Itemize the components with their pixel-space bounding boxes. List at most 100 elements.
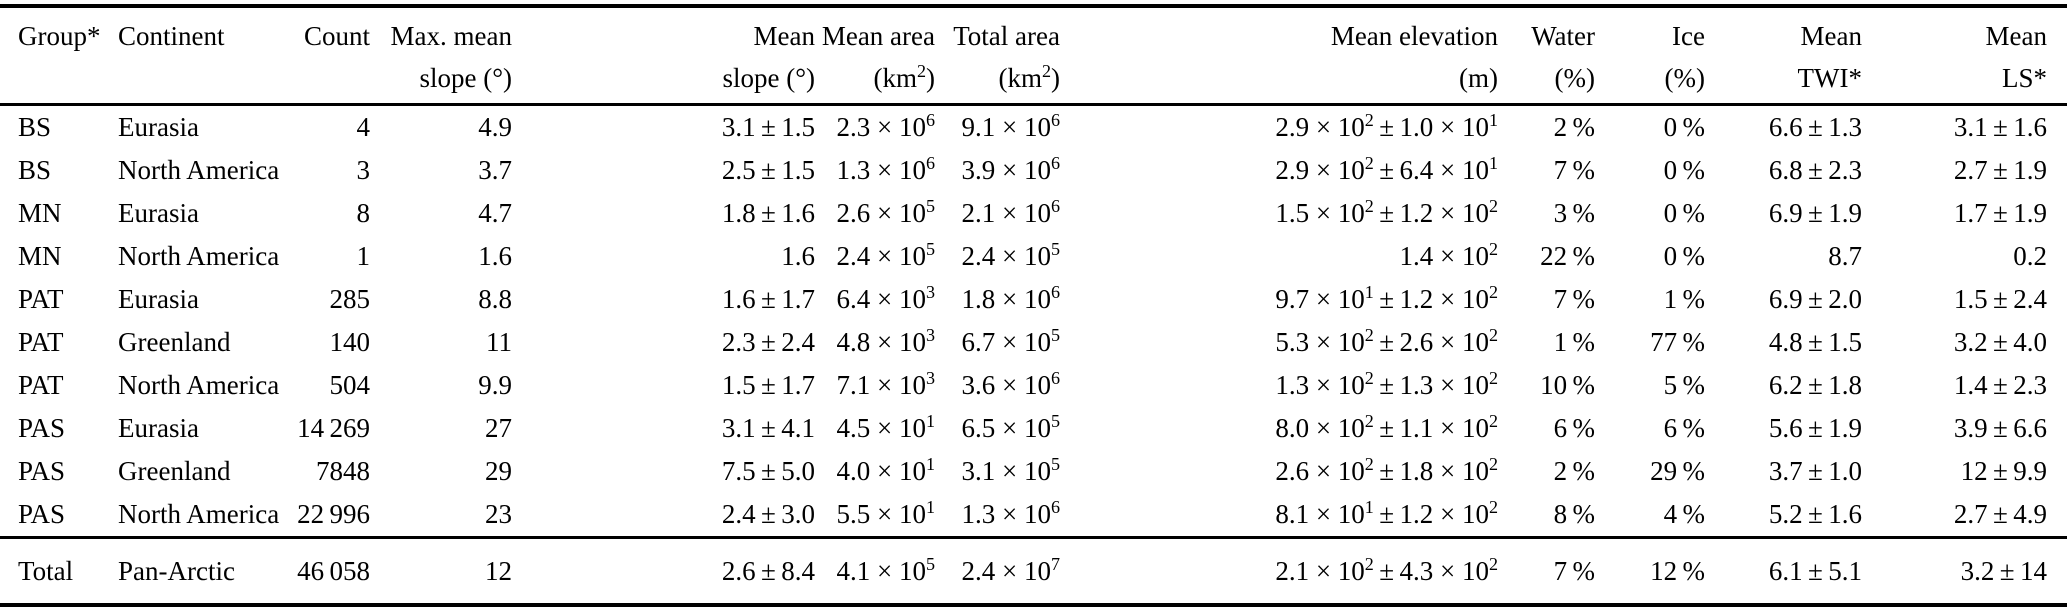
cell-mean_elevation: 5.3 × 102 ± 2.6 × 102: [1275, 324, 1498, 357]
cell-mean_ls: 1.5 ± 2.4: [1953, 283, 2047, 314]
cell-water_pct: 7 %: [1553, 154, 1595, 185]
cell-mean_slope: 1.5 ± 1.7: [721, 369, 815, 400]
summary-table: Group* Continent Count Max. mean slope (°) Me…: [0, 4, 2067, 607]
cell-mean_area: 6.4 × 103: [836, 281, 935, 314]
cell-count: 46 058: [290, 535, 370, 605]
cell-mean_elevation: 1.3 × 102 ± 1.3 × 102: [1275, 367, 1498, 400]
cell-total_area: 9.1 × 106: [961, 109, 1060, 142]
cell-continent: Eurasia: [118, 283, 199, 314]
cell-ice_pct: 29 %: [1650, 455, 1705, 486]
cell-mean_ls: 2.7 ± 1.9: [1953, 154, 2047, 185]
cell-water_pct: 7 %: [1553, 283, 1595, 314]
column-header-continent: Continent: [118, 6, 290, 106]
cell-mean_elevation: 1.5 × 102 ± 1.2 × 102: [1275, 195, 1498, 228]
cell-mean_elevation: 1.4 × 102: [1399, 238, 1498, 271]
cell-mean_twi: 6.6 ± 1.3: [1768, 111, 1862, 142]
column-header-max_mean_slope: Max. mean slope (°): [370, 6, 512, 106]
cell-mean_elevation: 8.0 × 102 ± 1.1 × 102: [1275, 410, 1498, 443]
table-header: Group* Continent Count Max. mean slope (°) Me…: [0, 6, 2067, 106]
cell-group: PAT: [18, 369, 64, 400]
cell-ice_pct: 6 %: [1663, 412, 1705, 443]
column-header-line: Ice: [1672, 21, 1705, 51]
column-header-line: slope (°): [419, 63, 512, 93]
column-header-line: Mean elevation: [1330, 21, 1498, 51]
table-row: PAT Eurasia 285 8.8 1.6 ± 1.7 6.4 × 103 1.8 × …: [0, 278, 2067, 321]
cell-continent: Greenland: [118, 326, 231, 357]
cell-max_mean_slope: 8.8: [478, 283, 512, 314]
cell-max_mean_slope: 11: [486, 326, 512, 357]
cell-ice_pct: 0 %: [1663, 154, 1705, 185]
cell-mean_ls: 3.9 ± 6.6: [1953, 412, 2047, 443]
column-header-line: (km2): [998, 61, 1060, 93]
column-header-water_pct: Water (%): [1500, 6, 1595, 106]
column-header-line: Mean: [753, 21, 815, 51]
cell-mean_slope: 1.8 ± 1.6: [721, 197, 815, 228]
column-header-line: Mean area: [821, 21, 935, 51]
cell-mean_ls: 3.1 ± 1.6: [1953, 111, 2047, 142]
cell-mean_slope: 1.6: [781, 240, 815, 271]
cell-group: PAS: [18, 498, 66, 529]
cell-mean_twi: 5.2 ± 1.6: [1768, 498, 1862, 529]
column-header-line: Mean: [1800, 21, 1862, 51]
cell-mean_area: 4.5 × 101: [836, 410, 935, 443]
cell-water_pct: 2 %: [1553, 111, 1595, 142]
cell-group: MN: [18, 240, 62, 271]
table-row: PAS Eurasia 14 269 27 3.1 ± 4.1 4.5 × 101 6.5 …: [0, 407, 2067, 450]
cell-mean_slope: 3.1 ± 4.1: [721, 412, 815, 443]
cell-max_mean_slope: 9.9: [478, 369, 512, 400]
cell-continent: North America: [118, 369, 280, 400]
cell-total_area: 2.4 × 107: [935, 535, 1060, 605]
cell-mean_twi: 4.8 ± 1.5: [1768, 326, 1862, 357]
cell-continent: Greenland: [118, 455, 231, 486]
cell-count: 14 269: [297, 412, 370, 443]
cell-total_area: 3.6 × 106: [961, 367, 1060, 400]
cell-total_area: 2.1 × 106: [961, 195, 1060, 228]
cell-total_area: 1.3 × 106: [961, 496, 1060, 529]
cell-ice_pct: 5 %: [1663, 369, 1705, 400]
cell-continent: Eurasia: [118, 197, 199, 228]
cell-mean_slope: 3.1 ± 1.5: [721, 111, 815, 142]
cell-count: 4: [356, 111, 371, 142]
cell-total_area: 1.8 × 106: [961, 281, 1060, 314]
cell-mean_slope: 7.5 ± 5.0: [721, 455, 815, 486]
cell-mean_area: 4.0 × 101: [836, 453, 935, 486]
column-header-line: Water: [1531, 21, 1595, 51]
cell-max_mean_slope: 1.6: [478, 240, 512, 271]
cell-continent: North America: [118, 240, 280, 271]
cell-total_area: 2.4 × 105: [961, 238, 1060, 271]
cell-count: 7848: [316, 455, 370, 486]
cell-ice_pct: 0 %: [1663, 240, 1705, 271]
cell-ice_pct: 1 %: [1663, 283, 1705, 314]
cell-mean_slope: 2.5 ± 1.5: [721, 154, 815, 185]
cell-continent: Eurasia: [118, 412, 199, 443]
cell-mean_ls: 3.2 ± 14: [1862, 535, 2067, 605]
cell-water_pct: 10 %: [1540, 369, 1595, 400]
cell-mean_twi: 6.1 ± 5.1: [1705, 535, 1862, 605]
column-header-total_area: Total area (km2): [935, 6, 1060, 106]
column-header-count: Count: [290, 6, 370, 106]
cell-water_pct: 3 %: [1553, 197, 1595, 228]
column-header-line: (km2): [873, 61, 935, 93]
column-header-line: Group*: [18, 21, 101, 51]
cell-water_pct: 7 %: [1500, 535, 1595, 605]
cell-mean_area: 5.5 × 101: [836, 496, 935, 529]
column-header-line: LS*: [2001, 63, 2047, 93]
cell-mean_slope: 2.3 ± 2.4: [721, 326, 815, 357]
column-header-line: (%): [1554, 63, 1595, 93]
cell-mean_area: 2.6 × 105: [836, 195, 935, 228]
cell-mean_slope: 2.6 ± 8.4: [512, 535, 815, 605]
column-header-mean_slope: Mean slope (°): [512, 6, 815, 106]
total-row: Total Pan-Arctic 46 058 12 2.6 ± 8.4 4.1 × 10…: [0, 535, 2067, 605]
cell-total_area: 3.9 × 106: [961, 152, 1060, 185]
cell-max_mean_slope: 12: [370, 535, 512, 605]
cell-max_mean_slope: 4.9: [478, 111, 512, 142]
header-row: Group* Continent Count Max. mean slope (°) Me…: [0, 6, 2067, 106]
cell-ice_pct: 12 %: [1595, 535, 1705, 605]
cell-max_mean_slope: 3.7: [478, 154, 512, 185]
cell-group: PAS: [18, 455, 66, 486]
cell-mean_elevation: 8.1 × 101 ± 1.2 × 102: [1275, 496, 1498, 529]
cell-mean_twi: 5.6 ± 1.9: [1768, 412, 1862, 443]
column-header-line: Count: [303, 21, 370, 51]
column-header-mean_elevation: Mean elevation (m): [1060, 6, 1500, 106]
table-body: BS Eurasia 4 4.9 3.1 ± 1.5 2.3 × 106 9.1 × 106…: [0, 104, 2067, 537]
